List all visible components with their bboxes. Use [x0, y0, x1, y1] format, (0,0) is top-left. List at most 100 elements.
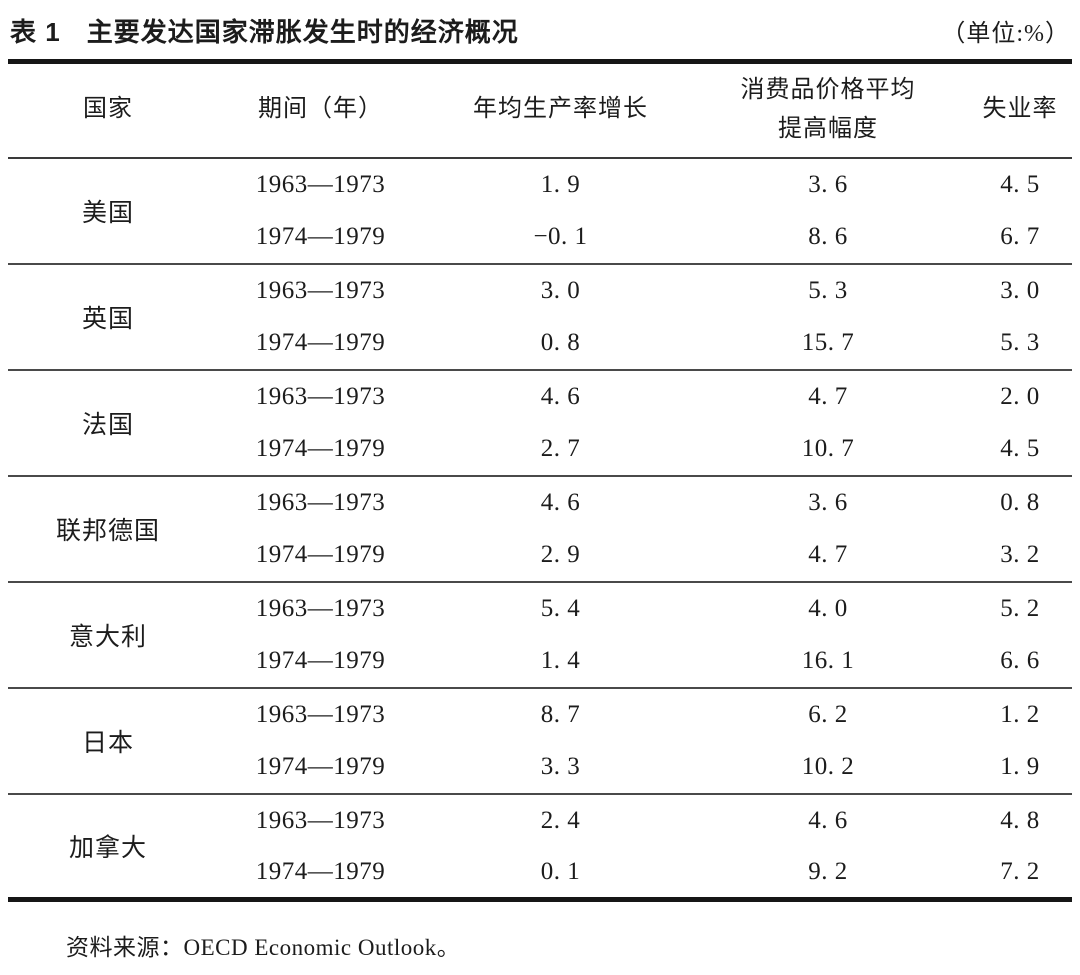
- period-cell: 1974—1979: [255, 752, 386, 780]
- table-row: 英国 1963—1973 3. 0 5. 3 3. 0: [8, 264, 1072, 333]
- price-cell: 9. 2: [808, 857, 848, 885]
- price-cell: 6. 2: [808, 700, 848, 728]
- country-group-italy: 意大利 1963—1973 5. 4 4. 0 5. 2 1974—1979 1…: [8, 582, 1072, 688]
- unemployment-cell: 6. 6: [1000, 646, 1040, 674]
- country-group-uk: 英国 1963—1973 3. 0 5. 3 3. 0 1974—1979 0.…: [8, 264, 1072, 370]
- table-row: 1974—1979 2. 7 10. 7 4. 5: [8, 423, 1072, 476]
- productivity-cell: 1. 9: [540, 170, 581, 198]
- unemployment-cell: 4. 8: [1000, 806, 1040, 834]
- table-title: 主要发达国家滞胀发生时的经济概况: [86, 17, 519, 47]
- price-cell: 5. 3: [808, 276, 848, 304]
- unemployment-cell: 4. 5: [1000, 434, 1040, 462]
- period-cell: 1963—1973: [255, 276, 386, 304]
- productivity-cell: 4. 6: [540, 488, 581, 516]
- period-cell: 1963—1973: [255, 488, 386, 516]
- price-cell: 4. 0: [808, 594, 848, 622]
- price-cell: 3. 6: [808, 170, 848, 198]
- productivity-cell: 2. 9: [540, 540, 581, 568]
- header-price: 消费品价格平均提高幅度: [688, 61, 968, 159]
- period-cell: 1974—1979: [255, 646, 386, 674]
- country-cell: 美国: [81, 199, 134, 227]
- productivity-cell: −0. 1: [533, 222, 588, 250]
- period-cell: 1963—1973: [255, 700, 386, 728]
- table-row: 1974—1979 −0. 1 8. 6 6. 7: [8, 211, 1072, 264]
- unemployment-cell: 4. 5: [1000, 170, 1040, 198]
- productivity-cell: 3. 0: [540, 276, 581, 304]
- price-cell: 10. 2: [801, 752, 855, 780]
- country-cell: 法国: [81, 411, 134, 439]
- country-cell: 加拿大: [68, 834, 147, 862]
- source-note: 资料来源：OECD Economic Outlook。: [66, 935, 461, 960]
- header-productivity: 年均生产率增长: [433, 61, 688, 159]
- table-row: 1974—1979 0. 1 9. 2 7. 2: [8, 847, 1072, 900]
- price-cell: 8. 6: [808, 222, 848, 250]
- header-unemployment: 失业率: [968, 61, 1072, 159]
- country-cell: 意大利: [68, 623, 147, 651]
- period-cell: 1963—1973: [255, 594, 386, 622]
- table-header: 国家 期间（年） 年均生产率增长 消费品价格平均提高幅度 失业率: [8, 61, 1072, 159]
- table-row: 1974—1979 0. 8 15. 7 5. 3: [8, 317, 1072, 370]
- header-country: 国家: [8, 61, 208, 159]
- unemployment-cell: 1. 9: [1000, 752, 1040, 780]
- price-cell: 15. 7: [801, 328, 855, 356]
- header-period: 期间（年）: [208, 61, 433, 159]
- table-row: 日本 1963—1973 8. 7 6. 2 1. 2: [8, 688, 1072, 757]
- unemployment-cell: 1. 2: [1000, 700, 1040, 728]
- period-cell: 1963—1973: [255, 806, 386, 834]
- productivity-cell: 8. 7: [540, 700, 581, 728]
- country-group-japan: 日本 1963—1973 8. 7 6. 2 1. 2 1974—1979 3.…: [8, 688, 1072, 794]
- period-cell: 1963—1973: [255, 382, 386, 410]
- period-cell: 1974—1979: [255, 328, 386, 356]
- table-caption-left: 表 1 主要发达国家滞胀发生时的经济概况: [10, 12, 519, 49]
- productivity-cell: 2. 7: [540, 434, 581, 462]
- unemployment-cell: 0. 8: [1000, 488, 1040, 516]
- table-row: 加拿大 1963—1973 2. 4 4. 6 4. 8: [8, 794, 1072, 862]
- unemployment-cell: 3. 2: [1000, 540, 1040, 568]
- productivity-cell: 2. 4: [540, 806, 581, 834]
- productivity-cell: 5. 4: [540, 594, 581, 622]
- unit-note: （单位:%）: [941, 21, 1070, 47]
- stagflation-table: 国家 期间（年） 年均生产率增长 消费品价格平均提高幅度 失业率 美国 1963…: [8, 59, 1072, 902]
- period-cell: 1974—1979: [255, 540, 386, 568]
- unemployment-cell: 2. 0: [1000, 382, 1040, 410]
- country-cell: 英国: [81, 305, 134, 333]
- period-cell: 1974—1979: [255, 222, 386, 250]
- table-row: 美国 1963—1973 1. 9 3. 6 4. 5: [8, 158, 1072, 227]
- period-cell: 1974—1979: [255, 857, 386, 885]
- country-cell: 日本: [81, 729, 134, 757]
- productivity-cell: 4. 6: [540, 382, 581, 410]
- productivity-cell: 0. 8: [540, 328, 581, 356]
- unemployment-cell: 3. 0: [1000, 276, 1040, 304]
- country-group-france: 法国 1963—1973 4. 6 4. 7 2. 0 1974—1979 2.…: [8, 370, 1072, 476]
- table-number: 表 1: [10, 17, 61, 47]
- country-group-usa: 美国 1963—1973 1. 9 3. 6 4. 5 1974—1979 −0…: [8, 158, 1072, 264]
- country-group-canada: 加拿大 1963—1973 2. 4 4. 6 4. 8 1974—1979 0…: [8, 794, 1072, 900]
- period-cell: 1974—1979: [255, 434, 386, 462]
- price-cell: 16. 1: [801, 646, 855, 674]
- price-cell: 4. 7: [808, 382, 848, 410]
- table-caption: 表 1 主要发达国家滞胀发生时的经济概况 （单位:%）: [8, 10, 1072, 59]
- productivity-cell: 1. 4: [540, 646, 581, 674]
- unemployment-cell: 7. 2: [1000, 857, 1040, 885]
- productivity-cell: 0. 1: [540, 857, 581, 885]
- table-row: 1974—1979 2. 9 4. 7 3. 2: [8, 529, 1072, 582]
- country-cell: 联邦德国: [55, 517, 160, 545]
- unemployment-cell: 6. 7: [1000, 222, 1040, 250]
- price-cell: 3. 6: [808, 488, 848, 516]
- country-group-west-germany: 联邦德国 1963—1973 4. 6 3. 6 0. 8 1974—1979 …: [8, 476, 1072, 582]
- price-cell: 10. 7: [801, 434, 855, 462]
- price-cell: 4. 7: [808, 540, 848, 568]
- unemployment-cell: 5. 2: [1000, 594, 1040, 622]
- header-row: 国家 期间（年） 年均生产率增长 消费品价格平均提高幅度 失业率: [8, 61, 1072, 159]
- period-cell: 1963—1973: [255, 170, 386, 198]
- table-row: 意大利 1963—1973 5. 4 4. 0 5. 2: [8, 582, 1072, 651]
- table-row: 1974—1979 1. 4 16. 1 6. 6: [8, 635, 1072, 688]
- table-row: 法国 1963—1973 4. 6 4. 7 2. 0: [8, 370, 1072, 439]
- unemployment-cell: 5. 3: [1000, 328, 1040, 356]
- table-row: 1974—1979 3. 3 10. 2 1. 9: [8, 741, 1072, 794]
- productivity-cell: 3. 3: [540, 752, 581, 780]
- price-cell: 4. 6: [808, 806, 848, 834]
- table-row: 联邦德国 1963—1973 4. 6 3. 6 0. 8: [8, 476, 1072, 545]
- header-price-text: 消费品价格平均提高幅度: [740, 76, 916, 143]
